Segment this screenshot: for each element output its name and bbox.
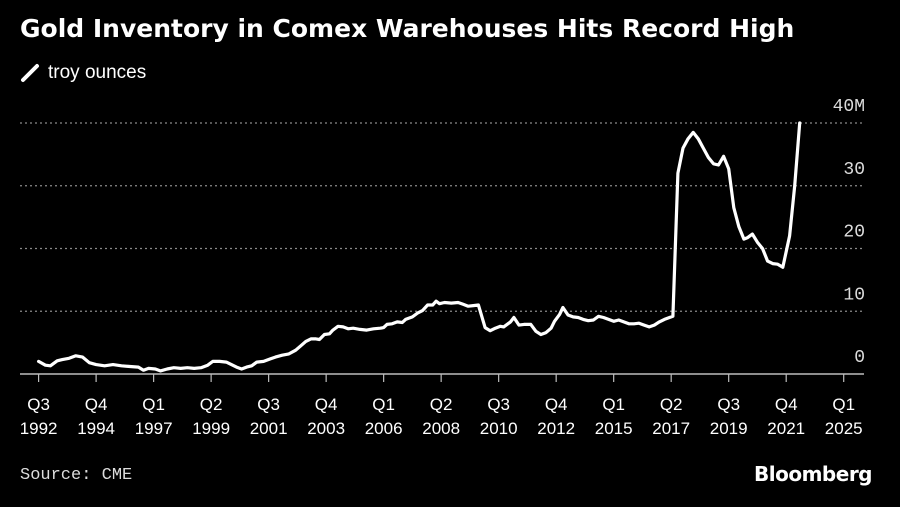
x-tick-label: 2008 bbox=[422, 419, 460, 438]
bloomberg-logo: Bloomberg bbox=[754, 462, 872, 486]
x-tick-label: Q2 bbox=[200, 395, 223, 414]
x-tick-label: Q4 bbox=[85, 395, 108, 414]
x-tick-label: 2010 bbox=[480, 419, 518, 438]
x-tick-label: Q3 bbox=[487, 395, 510, 414]
x-tick-label: 2019 bbox=[710, 419, 748, 438]
x-tick-label: 2025 bbox=[825, 419, 863, 438]
x-tick-label: 2006 bbox=[365, 419, 403, 438]
x-tick-label: 2012 bbox=[537, 419, 575, 438]
x-tick-label: 1997 bbox=[135, 419, 173, 438]
x-tick-label: Q4 bbox=[545, 395, 568, 414]
x-tick-label: 2021 bbox=[767, 419, 805, 438]
x-tick-label: 1994 bbox=[77, 419, 115, 438]
x-tick-label: 2001 bbox=[250, 419, 288, 438]
y-tick-label: 0 bbox=[854, 348, 865, 368]
legend-line-icon bbox=[21, 64, 39, 82]
x-tick-label: 2015 bbox=[595, 419, 633, 438]
x-tick-label: Q1 bbox=[832, 395, 855, 414]
y-tick-label: 20 bbox=[843, 223, 865, 243]
x-tick-label: Q3 bbox=[257, 395, 280, 414]
source-note: Source: CME bbox=[20, 466, 133, 485]
x-tick-label: 1992 bbox=[20, 419, 58, 438]
legend: troy ounces bbox=[20, 62, 146, 84]
x-tick-label: Q1 bbox=[602, 395, 625, 414]
x-tick-label: Q4 bbox=[775, 395, 798, 414]
x-tick-label: 2003 bbox=[307, 419, 345, 438]
x-tick-label: Q3 bbox=[27, 395, 50, 414]
x-tick-label: 1999 bbox=[192, 419, 230, 438]
y-tick-label: 30 bbox=[843, 160, 865, 180]
series-line-troy-ounces bbox=[37, 121, 802, 373]
x-tick-label: Q3 bbox=[717, 395, 740, 414]
y-tick-label: 40M bbox=[833, 97, 865, 117]
x-tick-label: Q2 bbox=[430, 395, 453, 414]
chart-title: Gold Inventory in Comex Warehouses Hits … bbox=[20, 14, 795, 43]
x-tick-label: Q1 bbox=[372, 395, 395, 414]
x-tick-label: Q2 bbox=[660, 395, 683, 414]
y-tick-label: 10 bbox=[843, 285, 865, 305]
x-tick-label: 2017 bbox=[652, 419, 690, 438]
legend-label: troy ounces bbox=[48, 62, 147, 83]
x-tick-label: Q1 bbox=[142, 395, 165, 414]
x-tick-label: Q4 bbox=[315, 395, 338, 414]
